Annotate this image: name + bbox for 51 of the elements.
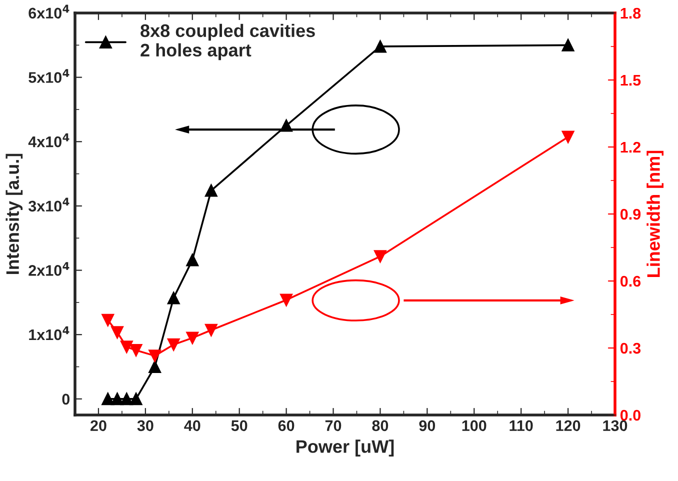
point (186, 254, 199, 266)
y-tick-label: 1x10$^{4}$ (29, 326, 70, 340)
y-tick-label: 6x10$^{4}$ (28, 4, 70, 19)
y2-axis-title: Linewidth [nm] (646, 150, 664, 277)
point (562, 130, 574, 144)
point (111, 326, 124, 339)
point (167, 338, 180, 351)
y-tick-label: 5x10$^{4}$ (28, 69, 70, 83)
y-tick-label: 4x10$^{4}$ (28, 133, 70, 148)
x-tick-label: 60 (278, 420, 294, 432)
y2-tick-label: 1.2 (620, 142, 640, 153)
x-tick-label: 90 (419, 420, 436, 432)
x-axis-title: Power [uW] (296, 440, 394, 456)
y2-tick-label: 0.3 (620, 342, 641, 354)
y-tick-label: 2x10$^{4}$ (28, 262, 70, 276)
point (102, 392, 114, 406)
point (186, 332, 199, 344)
point (204, 324, 218, 336)
x-tick-label: 100 (462, 420, 486, 432)
point (120, 392, 133, 406)
x-tick-label: 50 (231, 420, 248, 432)
point (204, 184, 218, 197)
x-tick-label: 40 (184, 420, 200, 432)
y2-tick-label: 0.9 (620, 208, 641, 220)
y2-tick-label: 1.5 (620, 75, 641, 86)
point (562, 38, 574, 52)
point (130, 344, 142, 356)
point (374, 250, 386, 263)
point (280, 294, 293, 306)
y2-tick-label: 1.8 (620, 8, 641, 19)
legend-label: 8x8 coupled cavities 2 holes apart (140, 24, 315, 60)
x-tick-label: 80 (372, 420, 388, 432)
point (374, 40, 386, 53)
point (167, 292, 180, 304)
point (148, 350, 162, 362)
y-axis-title: Intensity [a.u.] (6, 154, 23, 274)
point (120, 340, 133, 354)
point (102, 314, 114, 326)
point (130, 392, 142, 406)
point (280, 119, 293, 132)
x-tick-label: 120 (556, 420, 580, 432)
y-tick-label: 3x10$^{4}$ (28, 198, 70, 212)
point (148, 360, 162, 374)
x-tick-label: 70 (325, 420, 342, 432)
x-tick-label: 110 (510, 420, 533, 432)
y2-tick-label: 0.0 (620, 410, 640, 421)
y-tick-label: 0 (62, 394, 70, 405)
x-tick-label: 130 (603, 420, 628, 432)
y2-tick-label: 0.6 (620, 276, 641, 287)
x-tick-label: 20 (90, 420, 106, 432)
x-tick-label: 30 (137, 420, 154, 432)
